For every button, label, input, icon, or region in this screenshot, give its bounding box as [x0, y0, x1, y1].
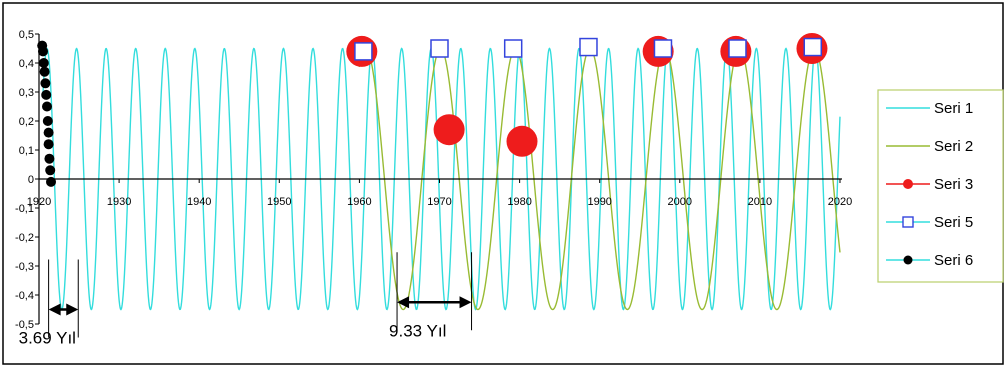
- seri-6-point: [38, 58, 49, 68]
- seri-6-point: [45, 165, 56, 176]
- y-tick-label: -0,4: [15, 290, 34, 302]
- series-line-seri-1: [42, 47, 841, 311]
- annotations: 3.69 Yıl 9.33 Yıl: [19, 252, 473, 348]
- seri-6-point: [40, 78, 51, 89]
- seri-5-point: [728, 39, 747, 58]
- y-tick-label: -0,3: [15, 261, 34, 273]
- annotation-arrowhead-right: [66, 303, 79, 316]
- seri-5-point: [503, 39, 523, 58]
- seri-6-point: [43, 127, 54, 138]
- seri-6-point: [39, 66, 50, 77]
- seri-6-point: [44, 153, 55, 164]
- seri-6-point: [46, 176, 57, 187]
- legend-label: Seri 1: [934, 100, 973, 117]
- annotation-label: 3.69 Yıl: [19, 329, 76, 348]
- series-markers: [37, 33, 828, 187]
- legend-marker: [903, 255, 913, 265]
- x-tick-label: 1920: [27, 196, 51, 208]
- y-tick-label: 0,2: [19, 116, 34, 128]
- x-tick-label: 2020: [828, 196, 852, 208]
- annotation-arrowhead-right: [459, 296, 472, 309]
- seri-5-point: [354, 42, 373, 61]
- x-tick-label: 1970: [427, 196, 451, 208]
- y-tick-label: 0: [28, 174, 34, 186]
- seri-6-point: [41, 89, 52, 100]
- legend-marker: [903, 179, 913, 189]
- legend-label: Seri 6: [934, 252, 973, 269]
- x-tick-label: 1930: [107, 196, 131, 208]
- x-tick-label: 1980: [507, 196, 531, 208]
- y-tick-label: 0,4: [19, 58, 34, 70]
- seri-5-point: [653, 39, 673, 58]
- annotation-arrowhead-left: [48, 303, 61, 316]
- annotation-arrowhead-left: [397, 296, 410, 309]
- seri-6-point: [38, 46, 49, 57]
- seri-6-point: [42, 101, 53, 112]
- seri-5-point: [803, 37, 823, 57]
- legend: Seri 1 Seri 2 Seri 3 Seri 5 Seri 6: [877, 89, 1004, 283]
- x-tick-label: 1990: [587, 196, 611, 208]
- y-tick-label: 0,1: [19, 145, 34, 157]
- x-tick-label: 1960: [347, 196, 371, 208]
- seri-6-point: [43, 139, 54, 150]
- axes: 0,5 0,4 0,3 0,2 0,1 0 -0,1 -0,2 -0,3 -0,4 -0,5 1920…: [15, 29, 852, 331]
- legend-box: [877, 89, 1004, 283]
- y-tick-label: 0,5: [19, 29, 34, 41]
- x-tick-label: 1950: [267, 196, 291, 208]
- y-tick-label: 0,3: [19, 87, 34, 99]
- seri-6-point: [42, 116, 53, 126]
- annotation-label: 9.33 Yıl: [389, 321, 446, 340]
- y-tick-label: -0,5: [15, 319, 34, 331]
- seri-3-point: [433, 114, 465, 146]
- seri-5-point: [579, 37, 598, 57]
- x-tick-label: 1940: [187, 196, 211, 208]
- legend-marker: [902, 216, 914, 228]
- legend-label: Seri 2: [934, 138, 973, 155]
- x-tick-label: 2010: [748, 196, 772, 208]
- legend-label: Seri 5: [934, 214, 973, 231]
- legend-label: Seri 3: [934, 176, 973, 193]
- x-tick-label: 2000: [668, 196, 692, 208]
- seri-3-point: [506, 125, 538, 157]
- y-tick-label: -0,2: [15, 232, 34, 244]
- y-tick-label: -0,1: [15, 203, 34, 215]
- seri-5-point: [430, 39, 449, 58]
